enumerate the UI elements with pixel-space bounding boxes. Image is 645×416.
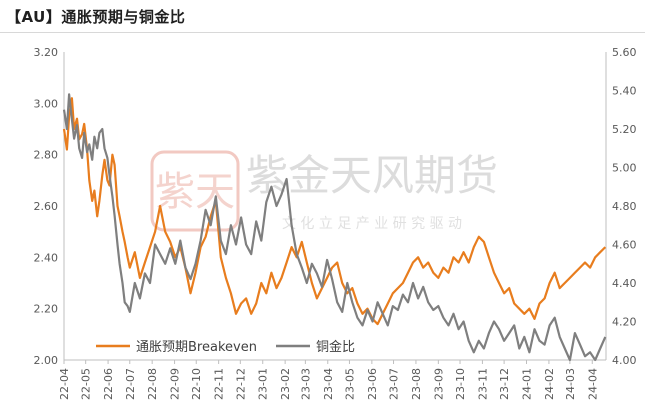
x-tick-label: 23-06 (366, 368, 379, 400)
watermark-slogan: 文 化 立 足 产 业 研 究 驱 动 (282, 216, 462, 232)
y-left-tick-label: 2.80 (34, 149, 59, 162)
x-tick-label: 22-07 (124, 368, 137, 400)
y-right-tick-label: 5.00 (612, 162, 637, 175)
watermark-brand: 紫金天风期货 (246, 151, 498, 200)
y-left-tick-label: 3.00 (34, 97, 59, 110)
x-tick-label: 22-04 (58, 368, 71, 400)
y-right-tick-label: 4.60 (612, 239, 637, 252)
legend-label: 铜金比 (316, 339, 355, 355)
x-tick-label: 23-03 (299, 368, 312, 400)
x-tick-label: 23-10 (454, 368, 467, 400)
y-left-tick-label: 2.60 (34, 200, 59, 213)
x-tick-label: 22-11 (213, 368, 226, 400)
watermark: 紫天 紫金天风期货 文 化 立 足 产 业 研 究 驱 动 (150, 150, 498, 232)
x-tick-label: 23-02 (279, 368, 292, 400)
x-tick-label: 22-06 (102, 368, 115, 400)
x-tick-label: 23-04 (322, 368, 335, 400)
y-left-tick-label: 3.20 (34, 46, 59, 59)
y-right-tick-label: 4.40 (612, 277, 637, 290)
legend: 通胀预期Breakeven 铜金比 (96, 339, 355, 355)
x-tick-label: 24-04 (586, 368, 599, 400)
x-tick-label: 24-03 (564, 368, 577, 400)
x-tick-label: 22-12 (234, 368, 247, 400)
legend-label: 通胀预期Breakeven (136, 340, 257, 355)
x-tick-label: 23-08 (410, 368, 423, 400)
y-right-tick-label: 5.60 (612, 46, 637, 59)
x-tick-label: 24-02 (543, 368, 556, 400)
series-line-breakeven (62, 97, 607, 326)
x-tick-label: 23-12 (498, 368, 511, 400)
x-tick-label: 22-05 (80, 368, 93, 400)
watermark-logo: 紫天 (150, 150, 240, 232)
watermark-logo-glyphs: 紫天 (155, 169, 235, 215)
axes: 2.00 2.20 2.40 2.60 2.80 3.00 3.20 4.00 4.20 4.40… (34, 46, 637, 400)
x-tick-label: 22-09 (169, 368, 182, 400)
plot-area (62, 93, 607, 362)
series-line-copper-gold-ratio (62, 93, 607, 362)
x-tick-label: 23-05 (343, 368, 356, 400)
y-right-tick-label: 4.80 (612, 200, 637, 213)
y-right-tick-label: 5.20 (612, 123, 637, 136)
x-tick-label: 23-11 (476, 368, 489, 400)
y-left-tick-label: 2.00 (34, 354, 59, 367)
title-divider (0, 32, 645, 33)
x-tick-label: 23-01 (257, 368, 270, 400)
x-tick-label: 23-09 (432, 368, 445, 400)
x-tick-label: 22-10 (190, 368, 203, 400)
y-right-tick-label: 5.40 (612, 85, 637, 98)
x-tick-label: 24-01 (521, 368, 534, 400)
x-tick-label: 23-07 (388, 368, 401, 400)
x-tick-label: 22-08 (146, 368, 159, 400)
y-right-tick-label: 4.20 (612, 316, 637, 329)
y-right-tick-label: 4.00 (612, 354, 637, 367)
page-title: 【AU】通胀预期与铜金比 (6, 8, 186, 26)
y-left-tick-label: 2.20 (34, 303, 59, 316)
y-left-tick-label: 2.40 (34, 251, 59, 264)
